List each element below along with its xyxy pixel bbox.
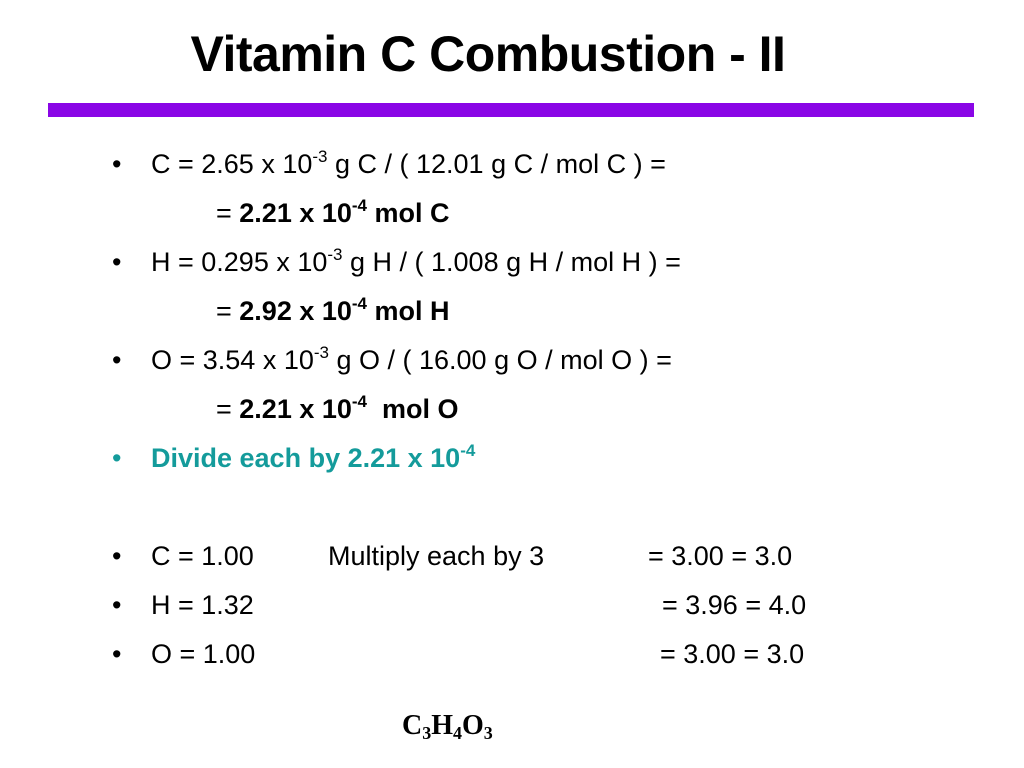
ratio-label: O = 1.00 <box>151 639 256 669</box>
oxygen-result: = 2.21 x 10-4 mol O <box>216 392 459 424</box>
title-underline <box>48 103 974 117</box>
hydrogen-calc: H = 0.295 x 10-3 g H / ( 1.008 g H / mol… <box>151 245 681 277</box>
slide-title: Vitamin C Combustion - II <box>190 26 786 82</box>
bullet: • <box>112 541 122 571</box>
empirical-formula: C3H4O3 <box>402 710 493 743</box>
carbon-calc: C = 2.65 x 10-3 g C / ( 12.01 g C / mol … <box>151 147 666 179</box>
ratio-result: = 3.00 = 3.0 <box>660 639 805 669</box>
bullet: • <box>112 639 122 669</box>
ratio-label: H = 1.32 <box>151 590 254 620</box>
ratio-result: = 3.96 = 4.0 <box>662 590 807 620</box>
ratio-result: = 3.00 = 3.0 <box>648 541 793 571</box>
ratio-label: C = 1.00 <box>151 541 254 571</box>
hydrogen-result: = 2.92 x 10-4 mol H <box>216 294 450 326</box>
bullet: • <box>112 247 122 277</box>
divide-text: Divide each by 2.21 x 10-4 <box>151 441 476 473</box>
oxygen-calc: O = 3.54 x 10-3 g O / ( 16.00 g O / mol … <box>151 343 672 375</box>
ratio-instruction: Multiply each by 3 <box>328 541 545 571</box>
bullet: • <box>112 590 122 620</box>
bullet: • <box>112 149 122 179</box>
bullet: • <box>112 345 122 375</box>
bullet: • <box>112 443 122 473</box>
carbon-result: = 2.21 x 10-4 mol C <box>216 196 450 228</box>
